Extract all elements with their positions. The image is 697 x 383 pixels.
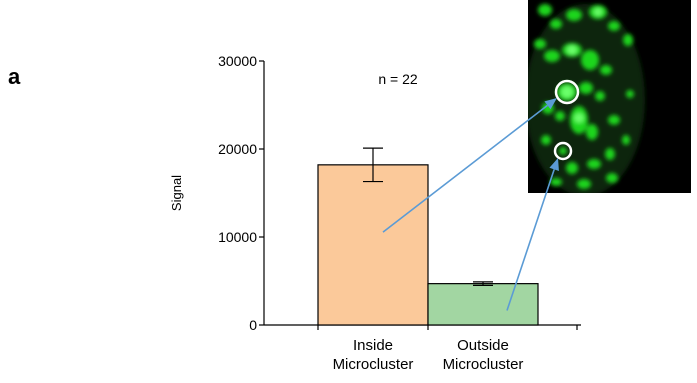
y-tick-label: 0 [249,317,257,333]
arrow-inside [382,98,557,233]
bars [317,164,539,326]
panel-label: a [8,64,21,89]
y-tick-label: 30000 [218,53,257,69]
error-bars [363,147,493,286]
y-tick-label: 20000 [218,141,257,157]
x-tick-label: Outside Microcluster [443,337,524,373]
y-ticks: 0 10000 20000 30000 [218,53,264,333]
sample-size-annotation: n = 22 [378,71,418,87]
bar [427,283,539,326]
micrograph-inset [528,0,691,193]
x-tick-label: Inside Microcluster [333,337,414,373]
category-labels: Inside Microcluster Outside Microcluster [333,337,524,373]
y-tick-label: 10000 [218,229,257,245]
bar [317,164,429,326]
inside-cluster-marker [554,79,580,105]
arrow-outside [506,158,559,311]
outside-cluster-marker [553,141,573,161]
micrograph-signal [528,4,645,193]
x-ticks [317,325,578,330]
y-axis-label: Signal [169,175,184,211]
arrows [382,98,559,311]
